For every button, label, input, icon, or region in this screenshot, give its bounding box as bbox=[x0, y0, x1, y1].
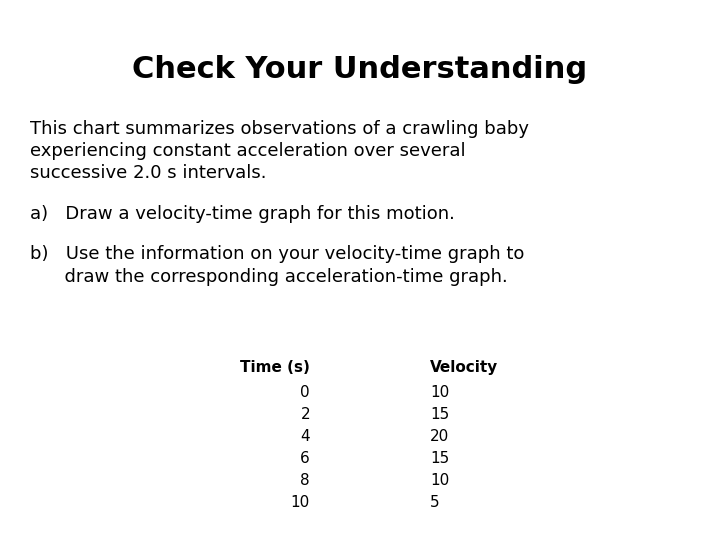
Text: 15: 15 bbox=[430, 451, 449, 466]
Text: 10: 10 bbox=[291, 495, 310, 510]
Text: 6: 6 bbox=[300, 451, 310, 466]
Text: Time (s): Time (s) bbox=[240, 360, 310, 375]
Text: 10: 10 bbox=[430, 385, 449, 400]
Text: experiencing constant acceleration over several: experiencing constant acceleration over … bbox=[30, 142, 466, 160]
Text: 20: 20 bbox=[430, 429, 449, 444]
Text: This chart summarizes observations of a crawling baby: This chart summarizes observations of a … bbox=[30, 120, 529, 138]
Text: successive 2.0 s intervals.: successive 2.0 s intervals. bbox=[30, 164, 266, 182]
Text: 4: 4 bbox=[300, 429, 310, 444]
Text: 2: 2 bbox=[300, 407, 310, 422]
Text: a)   Draw a velocity-time graph for this motion.: a) Draw a velocity-time graph for this m… bbox=[30, 205, 455, 223]
Text: 10: 10 bbox=[430, 473, 449, 488]
Text: Velocity: Velocity bbox=[430, 360, 498, 375]
Text: b)   Use the information on your velocity-time graph to: b) Use the information on your velocity-… bbox=[30, 245, 524, 263]
Text: 15: 15 bbox=[430, 407, 449, 422]
Text: 0: 0 bbox=[300, 385, 310, 400]
Text: draw the corresponding acceleration-time graph.: draw the corresponding acceleration-time… bbox=[30, 268, 508, 286]
Text: 8: 8 bbox=[300, 473, 310, 488]
Text: Check Your Understanding: Check Your Understanding bbox=[132, 55, 588, 84]
Text: 5: 5 bbox=[430, 495, 440, 510]
